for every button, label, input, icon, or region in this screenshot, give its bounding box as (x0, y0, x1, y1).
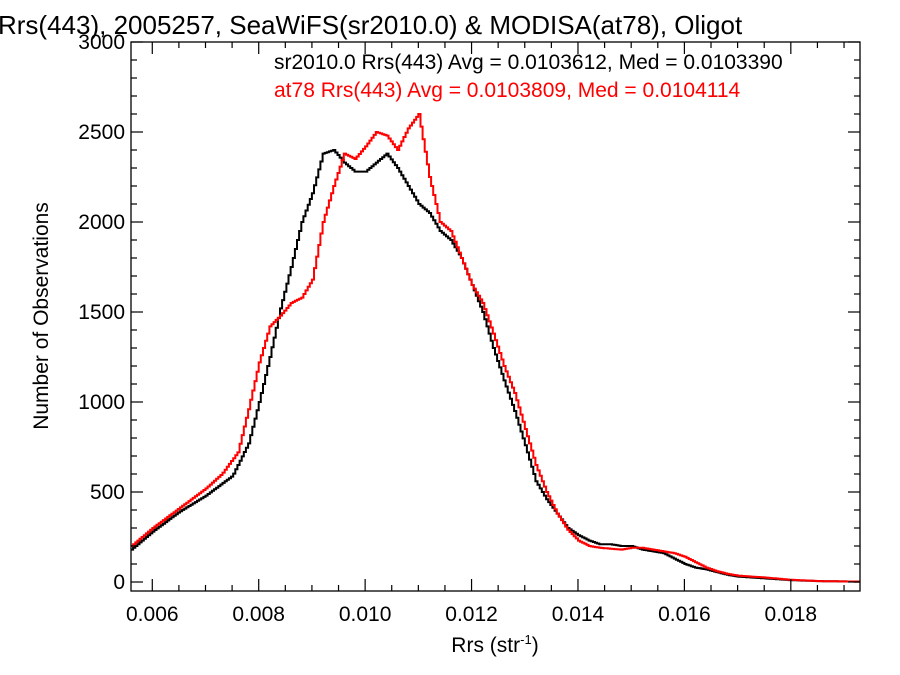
y-axis-label: Number of Observations (30, 202, 53, 430)
x-tick-label: 0.016 (658, 603, 711, 626)
series-line-1 (131, 113, 860, 583)
x-axis-label-close: ) (532, 634, 539, 657)
axis-layer: 0.006 0.008 0.010 0.012 0.014 0.016 0.018 0 500 1… (78, 31, 860, 626)
x-axis-label-superscript: -1 (520, 632, 532, 647)
y-tick-label: 0 (113, 571, 125, 594)
plot-frame (130, 41, 861, 592)
y-tick-label: 2500 (78, 121, 125, 144)
chart-title: Rrs(443), 2005257, SeaWiFS(sr2010.0) & M… (0, 10, 743, 40)
y-tick-label: 500 (90, 481, 125, 504)
x-tick-label: 0.008 (232, 603, 285, 626)
y-tick-label: 3000 (78, 31, 125, 54)
x-tick-label: 0.014 (552, 603, 605, 626)
x-tick-label: 0.018 (765, 603, 818, 626)
legend-entry-at78: at78 Rrs(443) Avg = 0.0103809, Med = 0.0… (274, 79, 741, 102)
y-tick-label: 1000 (78, 391, 125, 414)
series-line-0 (131, 149, 860, 583)
x-axis-label: Rrs (str-1) (451, 632, 538, 657)
x-tick-label: 0.006 (126, 603, 179, 626)
series-layer (131, 113, 860, 583)
y-tick-label: 1500 (78, 301, 125, 324)
legend-entry-sr2010: sr2010.0 Rrs(443) Avg = 0.0103612, Med =… (274, 51, 783, 74)
x-axis-label-main: Rrs (str (451, 634, 520, 657)
x-tick-label: 0.010 (339, 603, 392, 626)
x-tick-label: 0.012 (445, 603, 498, 626)
y-tick-label: 2000 (78, 211, 125, 234)
